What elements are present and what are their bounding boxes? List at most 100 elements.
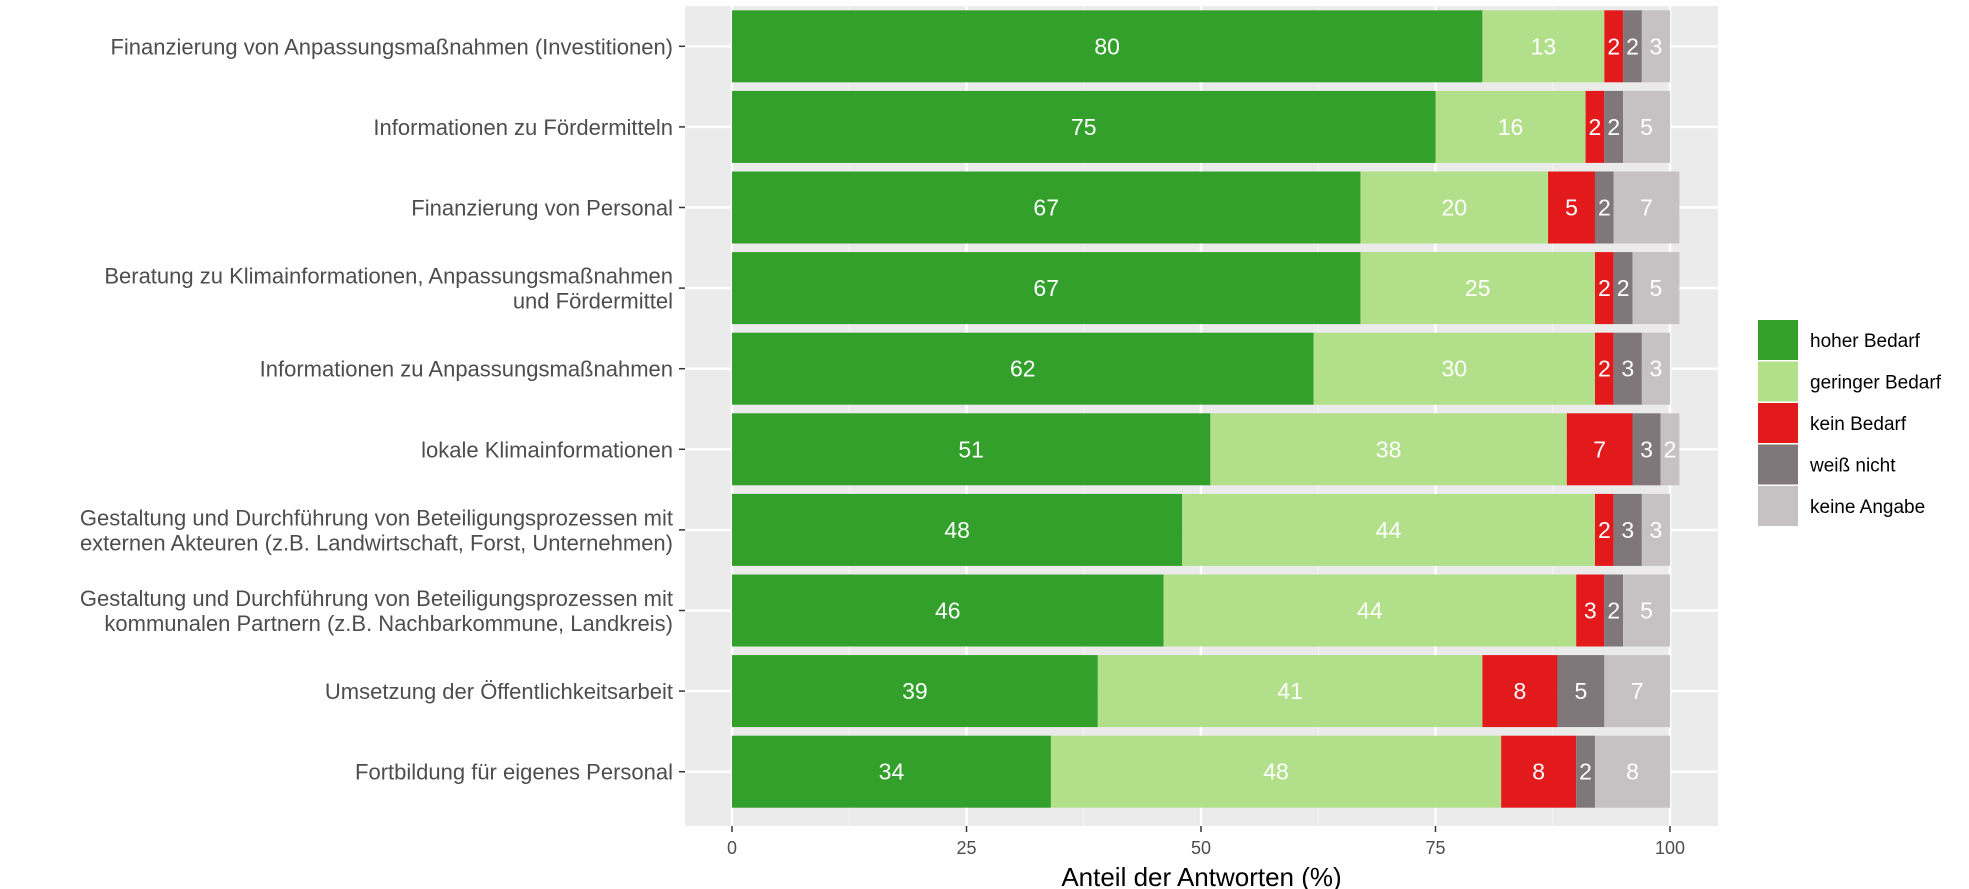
data-label: 2: [1607, 33, 1620, 59]
bar-segment: [1604, 10, 1624, 83]
category-label: Finanzierung von Anpassungsmaßnahmen (In…: [110, 34, 673, 59]
data-label: 46: [935, 598, 961, 624]
bar-segment: [1585, 90, 1605, 163]
data-label: 3: [1621, 517, 1634, 543]
legend-label: keine Angabe: [1810, 497, 1925, 518]
bar-segment: [1632, 252, 1680, 325]
x-tick-label: 0: [727, 838, 737, 858]
bar-segment: [1360, 252, 1595, 325]
data-label: 16: [1498, 114, 1524, 140]
category-label: Finanzierung von Personal: [411, 196, 673, 221]
bar-segment: [1576, 735, 1595, 808]
category-label: Beratung zu Klimainformationen, Anpassun…: [104, 264, 673, 314]
data-label: 5: [1574, 678, 1587, 704]
legend-item: kein Bedarf: [1758, 403, 1907, 443]
bar-segment: [1594, 493, 1614, 566]
bar-segment: [732, 493, 1183, 566]
x-tick-label: 50: [1191, 838, 1211, 858]
category-label: Umsetzung der Öffentlichkeitsarbeit: [325, 679, 673, 704]
category-label: Informationen zu Anpassungsmaßnahmen: [260, 357, 673, 382]
data-label: 5: [1640, 114, 1653, 140]
bar-segment: [1163, 574, 1577, 647]
bar-segment: [1097, 655, 1483, 728]
bar-segment: [1604, 574, 1624, 647]
bar-segment: [1613, 252, 1633, 325]
data-label: 30: [1441, 356, 1467, 382]
legend-item: keine Angabe: [1758, 486, 1925, 526]
category-label-line: Informationen zu Anpassungsmaßnahmen: [260, 357, 673, 382]
category-label-line: lokale Klimainformationen: [421, 437, 673, 462]
bar-row: 46 44 3 2 5: [732, 574, 1670, 647]
legend: hoher Bedarf geringer Bedarf kein Bedarf we…: [1758, 320, 1942, 526]
category-label-line: Umsetzung der Öffentlichkeitsarbeit: [325, 679, 673, 704]
data-label: 41: [1277, 678, 1303, 704]
bar-segment: [1623, 574, 1670, 647]
data-label: 3: [1650, 517, 1663, 543]
bar-segment: [1182, 493, 1595, 566]
x-tick-label: 100: [1655, 838, 1685, 858]
bar-segment: [732, 655, 1098, 728]
legend-swatch: [1758, 403, 1798, 443]
bar-segment: [732, 10, 1483, 83]
data-label: 67: [1033, 195, 1059, 221]
bar-segment: [1660, 413, 1680, 486]
bar-row: 75 16 2 2 5: [732, 90, 1670, 163]
bar-row: 39 41 8 5 7: [732, 655, 1670, 728]
legend-label: weiß nicht: [1809, 456, 1896, 477]
data-label: 34: [879, 759, 905, 785]
bar-segment: [1594, 332, 1614, 405]
bar-segment: [1613, 171, 1680, 244]
category-label-line: und Fördermittel: [513, 289, 673, 314]
category-label-line: Informationen zu Fördermitteln: [373, 115, 673, 140]
legend-swatch: [1758, 486, 1798, 526]
data-label: 2: [1626, 33, 1639, 59]
bar-segment: [1482, 655, 1558, 728]
data-label: 2: [1664, 436, 1677, 462]
bar-row: 48 44 2 3 3: [732, 493, 1670, 566]
bar-segment: [1594, 735, 1670, 808]
data-label: 75: [1071, 114, 1097, 140]
x-tick-label: 75: [1425, 838, 1445, 858]
data-label: 7: [1631, 678, 1644, 704]
data-label: 2: [1607, 598, 1620, 624]
bar-row: 80 13 2 2 3: [732, 10, 1670, 83]
x-axis-title: Anteil der Antworten (%): [1061, 862, 1341, 889]
category-label: Gestaltung und Durchführung von Beteilig…: [80, 505, 673, 555]
bar-segment: [1613, 493, 1642, 566]
data-label: 5: [1640, 598, 1653, 624]
bar-segment: [1604, 655, 1670, 728]
bar-segment: [732, 735, 1051, 808]
category-label-line: Finanzierung von Personal: [411, 196, 673, 221]
bar-segment: [1613, 332, 1642, 405]
bar-segment: [1548, 171, 1595, 244]
data-label: 7: [1593, 436, 1606, 462]
data-label: 3: [1584, 598, 1597, 624]
data-label: 25: [1465, 275, 1491, 301]
data-label: 80: [1094, 33, 1120, 59]
bar-segment: [1604, 90, 1624, 163]
bar-segment: [1641, 10, 1670, 83]
category-label: Informationen zu Fördermitteln: [373, 115, 673, 140]
bar-segment: [1594, 252, 1614, 325]
x-tick-label: 25: [956, 838, 976, 858]
data-label: 44: [1376, 517, 1402, 543]
bar-segment: [732, 413, 1211, 486]
bar-segment: [1594, 171, 1614, 244]
bar-row: 67 25 2 2 5: [732, 252, 1680, 325]
data-label: 2: [1598, 356, 1611, 382]
data-label: 7: [1640, 195, 1653, 221]
bar-segment: [732, 574, 1164, 647]
data-label: 62: [1010, 356, 1036, 382]
category-label-line: Gestaltung und Durchführung von Beteilig…: [80, 505, 673, 530]
data-label: 20: [1441, 195, 1467, 221]
bar-row: 34 48 8 2 8: [732, 735, 1670, 808]
category-label: lokale Klimainformationen: [421, 437, 673, 462]
data-label: 48: [944, 517, 970, 543]
data-label: 2: [1598, 275, 1611, 301]
data-label: 2: [1617, 275, 1630, 301]
bar-segment: [1435, 90, 1586, 163]
data-label: 51: [958, 436, 984, 462]
legend-swatch: [1758, 361, 1798, 402]
legend-label: geringer Bedarf: [1810, 373, 1942, 394]
